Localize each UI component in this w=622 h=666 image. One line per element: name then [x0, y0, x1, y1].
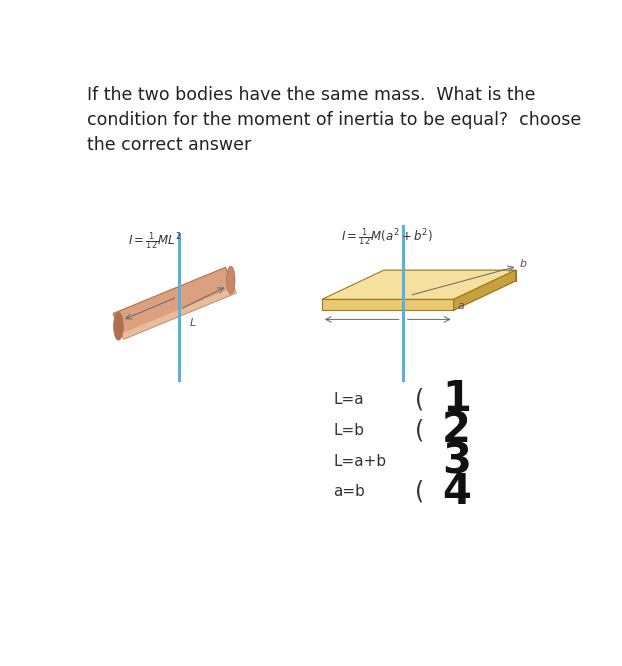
Text: 4: 4: [442, 471, 471, 513]
Polygon shape: [113, 267, 236, 339]
Polygon shape: [322, 270, 516, 300]
Text: If the two bodies have the same mass.  What is the
condition for the moment of i: If the two bodies have the same mass. Wh…: [87, 86, 582, 154]
Text: (: (: [415, 388, 424, 412]
Text: $I = \frac{1}{12}M(a^2 + b^2)$: $I = \frac{1}{12}M(a^2 + b^2)$: [341, 226, 434, 248]
Text: (: (: [415, 480, 424, 504]
Polygon shape: [121, 287, 236, 339]
Text: a=b: a=b: [333, 484, 365, 500]
Polygon shape: [322, 281, 516, 310]
Text: L=b: L=b: [333, 423, 364, 438]
Ellipse shape: [114, 312, 123, 340]
Text: L=a+b: L=a+b: [333, 454, 387, 469]
Text: 2: 2: [442, 410, 471, 452]
Text: $I = \frac{1}{12}ML^2$: $I = \frac{1}{12}ML^2$: [128, 230, 182, 252]
Polygon shape: [453, 270, 516, 310]
Text: 3: 3: [442, 440, 471, 482]
Text: (: (: [415, 418, 424, 442]
Text: a: a: [458, 300, 465, 310]
Polygon shape: [384, 270, 516, 281]
Text: 1: 1: [442, 378, 471, 420]
Text: L=a: L=a: [333, 392, 364, 407]
Text: b: b: [519, 259, 527, 269]
Ellipse shape: [226, 266, 235, 294]
Polygon shape: [322, 300, 453, 310]
Text: $L$: $L$: [188, 316, 196, 328]
